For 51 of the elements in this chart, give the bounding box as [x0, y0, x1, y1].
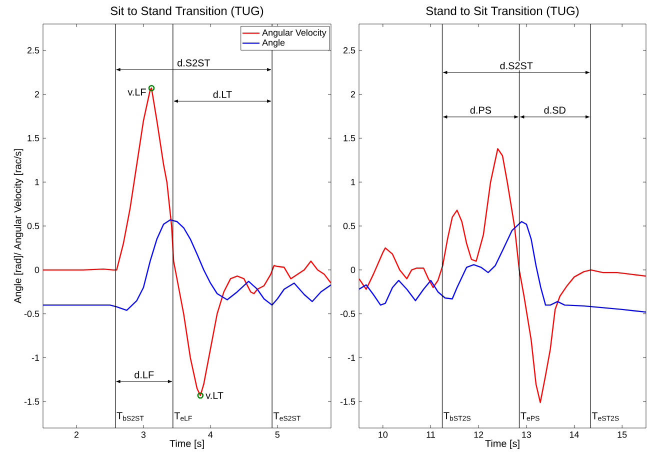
y-tick-label: -1.5 — [340, 398, 356, 405]
y-tick-label: 2 — [34, 91, 40, 98]
annotation: v.LF — [128, 88, 146, 96]
x-tick-label: 2 — [74, 432, 79, 438]
ref-line-label: T$_{eS2ST}$ — [273, 412, 300, 421]
x-tick-label: 3 — [141, 432, 146, 438]
y-tick-label: 1 — [351, 179, 356, 186]
legend-label: Angle — [262, 39, 285, 48]
y-tick-label: -1.5 — [24, 398, 40, 405]
annotation: v.LT — [206, 392, 224, 399]
x-tick-label: 14 — [570, 432, 579, 438]
annotation: d.S2ST — [178, 59, 210, 66]
ref-line-label: T$_{eLF}$ — [174, 412, 192, 421]
y-tick-label: -1 — [32, 354, 40, 361]
y-tick-label: -1 — [348, 354, 356, 361]
x-tick-label: 11 — [426, 432, 435, 438]
ref-line-label: T$_{bST2S}$ — [444, 412, 471, 421]
legend-label: Angular Velocity — [262, 29, 326, 38]
annotation: d.S2ST — [500, 62, 533, 70]
x-tick-label: 5 — [275, 432, 280, 438]
ref-line-label: T$_{eST2S}$ — [592, 412, 619, 421]
y-tick-label: 0.5 — [343, 222, 356, 230]
y-tick-label: 2.5 — [27, 47, 40, 54]
y-tick-label: -0.5 — [340, 310, 356, 318]
y-tick-label: 2 — [350, 91, 356, 98]
ref-line-label: T$_{ePS}$ — [520, 412, 540, 421]
annotation: d.LT — [213, 90, 232, 98]
x-tick-label: 12 — [474, 432, 484, 438]
y-tick-label: -0.5 — [24, 310, 40, 318]
line-series — [359, 221, 646, 313]
y-tick-label: 0 — [350, 266, 356, 274]
x-tick-label: 4 — [208, 432, 213, 438]
x-tick-label: 10 — [378, 432, 388, 438]
chart-title: Sit to Stand Transition (TUG) — [110, 6, 264, 18]
ref-line-label: T$_{bS2ST}$ — [116, 412, 144, 421]
x-tick-label: 13 — [522, 432, 532, 438]
annotation: d.SD — [544, 106, 566, 114]
y-tick-label: 1.5 — [28, 135, 40, 142]
y-tick-label: 1 — [35, 179, 40, 186]
y-tick-label: 0 — [34, 266, 40, 274]
y-tick-label: 2.5 — [343, 47, 356, 54]
y-tick-label: 1.5 — [344, 135, 356, 142]
line-series — [359, 148, 646, 404]
x-axis-title: Time [s] — [485, 440, 520, 449]
y-tick-label: 0.5 — [27, 222, 40, 230]
x-tick-label: 15 — [618, 432, 627, 438]
y-axis-title: Angle [rad]/ Angular Velocity [rac/s] — [14, 149, 24, 304]
x-axis-title: Time [s] — [170, 440, 204, 449]
annotation: d.PS — [470, 106, 492, 114]
annotation: d.LF — [134, 371, 154, 378]
chart-title: Stand to Sit Transition (TUG) — [426, 6, 579, 18]
